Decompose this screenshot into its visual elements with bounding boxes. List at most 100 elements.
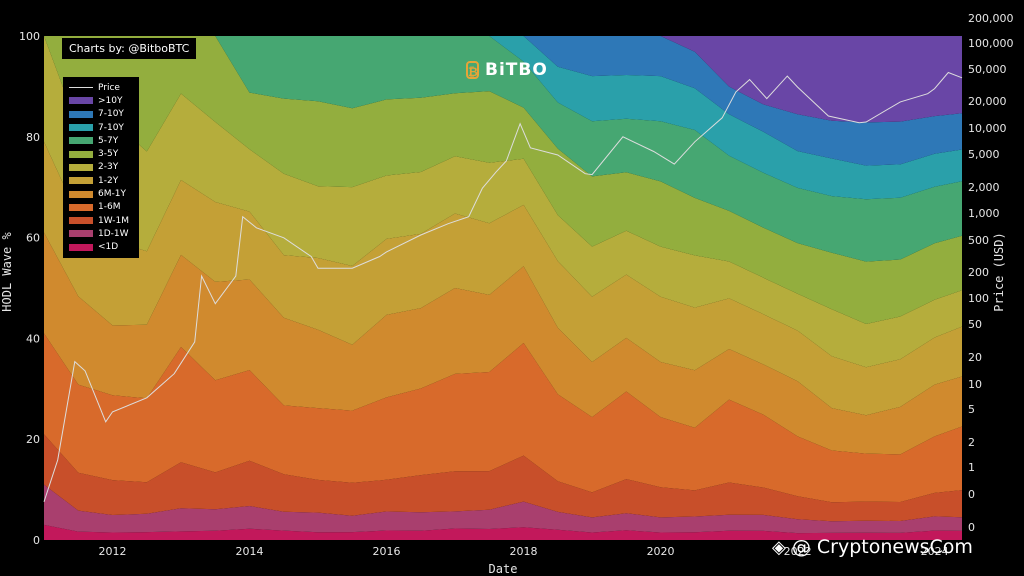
y-right-tick-label: 5,000 [968,148,1000,161]
legend-swatch [69,203,93,211]
x-axis-ticks: 2012 2014 2016 2018 2020 2022 2024 [99,545,949,558]
legend-item: 3-5Y [69,147,139,160]
x-tick-label: 2024 [921,545,949,558]
area-series-8 [44,36,962,262]
y-right-tick-label: 1 [968,461,975,474]
legend-swatch [69,190,93,198]
y-right-tick-label: 10 [968,378,982,391]
y-axis-right-title: Price (USD) [992,232,1006,311]
y-left-tick-label: 20 [26,433,40,446]
y-left-tick-label: 80 [26,131,40,144]
y-left-tick-label: 40 [26,332,40,345]
watermark: ◈ @ CryptonewsCom [772,536,973,558]
legend-label: 2-3Y [98,162,119,173]
area-series-3 [44,333,962,503]
legend-label: 7-10Y [98,122,124,133]
y-right-tick-label: 2 [968,436,975,449]
brand-name: BiTBO [485,60,548,80]
y-axis-left-ticks: 0 20 40 60 80 100 [19,30,40,547]
x-tick-label: 2022 [784,545,812,558]
chart-credit: Charts by: @BitboBTC [62,38,197,59]
legend-label: 1-6M [98,202,121,213]
y-right-tick-label: 100,000 [968,37,1014,50]
y-right-tick-label: 10,000 [968,122,1007,135]
x-tick-label: 2020 [647,545,675,558]
x-tick-label: 2012 [99,545,127,558]
legend-item: 7-10Y [69,108,139,121]
legend-swatch [69,217,93,225]
legend-item-price: Price [69,81,139,94]
area-series-6 [44,36,962,368]
area-series-9 [44,36,962,200]
legend-item: <1D [69,241,139,254]
y-right-tick-label: 1,000 [968,207,1000,220]
legend-label: <1D [98,242,119,253]
legend-label: 5-7Y [98,135,119,146]
legend-swatch [69,150,93,158]
area-series-7 [44,36,962,324]
area-series-2 [44,434,962,522]
area-series-0 [44,524,962,540]
legend-item: 7-10Y [69,121,139,134]
y-right-tick-label: 200,000 [968,12,1014,25]
legend-swatch [69,230,93,238]
y-right-tick-label: 50 [968,318,982,331]
legend-swatch [69,137,93,145]
legend-swatch [69,110,93,118]
legend-item: >10Y [69,94,139,107]
price-line [43,71,963,502]
legend-swatch [69,177,93,185]
y-right-tick-label: 20,000 [968,95,1007,108]
x-tick-label: 2014 [236,545,264,558]
y-right-tick-label: 0 [968,488,975,501]
legend-label: 3-5Y [98,149,119,160]
legend-label: 7-10Y [98,109,124,120]
area-series-10 [44,36,962,166]
y-right-tick-label: 500 [968,234,989,247]
y-right-tick-label: 50,000 [968,63,1007,76]
legend-label: Price [98,82,120,93]
area-layers [44,36,962,540]
legend: Price >10Y 7-10Y 7-10Y 5-7Y 3-5Y 2-3Y 1-2Y 6M-1… [63,77,139,258]
bitcoin-coin-icon: ₿ [466,61,479,79]
legend-price-line [69,87,93,89]
y-right-tick-label: 20 [968,351,982,364]
y-right-tick-label: 5 [968,403,975,416]
area-series-1 [44,484,962,534]
legend-item: 1-6M [69,201,139,214]
x-tick-label: 2018 [510,545,538,558]
y-right-tick-label: 200 [968,266,989,279]
y-left-tick-label: 100 [19,30,40,43]
brand-logo: ₿ BiTBO [466,60,548,80]
area-series-4 [44,232,962,455]
watermark-text: @ CryptonewsCom [791,536,973,558]
y-right-tick-label: 0 [968,521,975,534]
binance-diamond-icon: ◈ [772,536,786,558]
legend-item: 5-7Y [69,134,139,147]
area-series-11 [44,36,962,123]
legend-label: 1W-1M [98,215,129,226]
legend-item: 1D-1W [69,227,139,240]
x-tick-label: 2016 [373,545,401,558]
legend-item: 6M-1Y [69,187,139,200]
legend-label: >10Y [98,95,123,106]
y-axis-right-ticks: 0 0 1 2 5 10 20 50 100 200 500 1,000 2,000 5,000 10,00… [968,12,1014,534]
legend-swatch [69,124,93,132]
legend-label: 1D-1W [98,228,129,239]
legend-label: 6M-1Y [98,189,126,200]
legend-swatch [69,243,93,251]
y-left-tick-label: 60 [26,232,40,245]
y-right-tick-label: 100 [968,292,989,305]
legend-swatch [69,163,93,171]
legend-swatch [69,97,93,105]
legend-label: 1-2Y [98,175,119,186]
x-axis-title: Date [489,562,518,576]
y-right-tick-label: 2,000 [968,181,1000,194]
y-left-tick-label: 0 [33,534,40,547]
legend-item: 1W-1M [69,214,139,227]
legend-item: 2-3Y [69,161,139,174]
area-series-5 [44,141,962,416]
legend-item: 1-2Y [69,174,139,187]
y-axis-left-title: HODL Wave % [0,231,14,311]
